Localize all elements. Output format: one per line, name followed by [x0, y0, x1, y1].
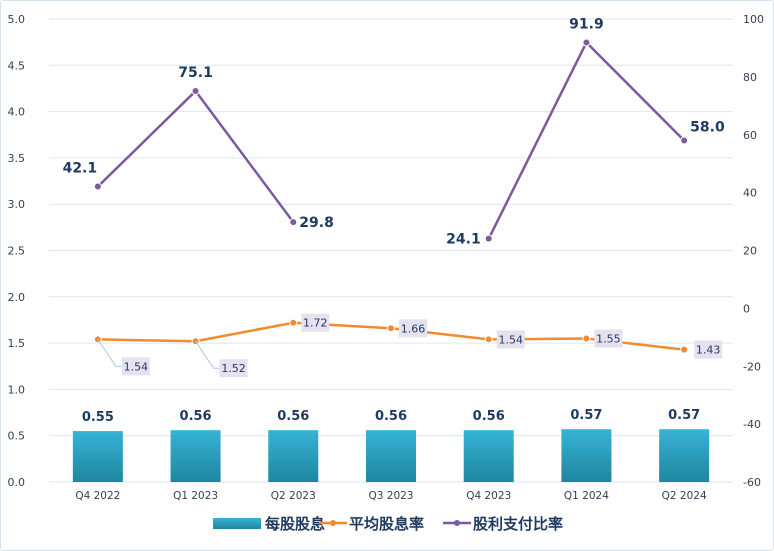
left-axis-tick: 2.5: [8, 245, 26, 258]
right-axis-tick: 100: [743, 13, 764, 26]
payout-ratio-label: 75.1: [178, 65, 213, 81]
bar: [561, 429, 612, 482]
x-axis-tick: Q4 2022: [75, 490, 120, 502]
payout-ratio-line: [487, 40, 686, 240]
bar: [268, 430, 319, 482]
left-axis-tick: 3.5: [8, 152, 26, 165]
avg-yield-label: 1.54: [124, 360, 149, 373]
label-leader-line: [97, 339, 122, 367]
bar: [463, 430, 514, 482]
left-axis-tick: 4.0: [8, 106, 26, 119]
bar: [366, 430, 416, 482]
legend-marker: [454, 520, 460, 526]
legend-label: 股利支付比率: [473, 515, 563, 533]
avg-yield-point: [387, 324, 395, 333]
avg-yield-label-box: [219, 359, 248, 378]
right-axis-tick: 40: [743, 187, 757, 200]
right-axis-tick: 0: [743, 302, 750, 315]
avg-yield-label: 1.52: [221, 362, 246, 375]
avg-yield-label-box: [496, 330, 525, 349]
right-axis-tick: 80: [743, 71, 757, 84]
left-axis-tick: 0.0: [8, 476, 26, 489]
right-axis-tick: 60: [743, 129, 757, 142]
payout-ratio-label: 42.1: [63, 161, 98, 177]
left-axis-tick: 2.0: [8, 291, 26, 304]
avg-yield-point: [582, 334, 591, 343]
avg-yield-label-box: [694, 340, 723, 359]
right-axis-tick: -40: [743, 418, 761, 431]
bar-label: 0.56: [180, 409, 212, 424]
right-axis-tick: -20: [743, 360, 761, 373]
avg-yield-point: [289, 318, 298, 327]
bar-label: 0.57: [668, 408, 700, 423]
avg-yield-point: [680, 345, 689, 354]
avg-yield-label-box: [121, 357, 150, 376]
avg-yield-label: 1.66: [401, 322, 426, 335]
x-axis-tick: Q4 2023: [466, 490, 511, 502]
avg-yield-label-box: [594, 329, 623, 348]
payout-ratio-point: [582, 38, 591, 47]
x-axis-tick: Q3 2023: [368, 490, 413, 502]
left-axis-tick: 0.5: [8, 430, 26, 443]
left-axis-tick: 5.0: [8, 13, 26, 26]
label-leader-line: [195, 340, 220, 369]
right-axis-tick: -60: [743, 476, 761, 489]
avg-yield-label-box: [399, 319, 427, 338]
avg-yield-label: 1.55: [596, 332, 621, 345]
avg-yield-label: 1.43: [696, 344, 721, 357]
legend-marker: [330, 520, 336, 526]
legend-label: 平均股息率: [349, 515, 424, 533]
bar: [72, 431, 123, 482]
legend-label: 每股股息: [265, 515, 325, 533]
payout-ratio-label: 58.0: [690, 120, 725, 136]
payout-ratio-point: [93, 182, 102, 191]
payout-ratio-point: [191, 87, 200, 96]
payout-ratio-label: 91.9: [569, 16, 604, 32]
legend-bar-swatch: [213, 518, 261, 529]
x-axis-tick: Q1 2023: [173, 490, 218, 502]
bar-label: 0.56: [277, 409, 309, 424]
bar: [170, 430, 221, 482]
left-axis-tick: 4.5: [8, 59, 26, 72]
right-axis-tick: 20: [743, 245, 757, 258]
x-axis-tick: Q2 2023: [271, 490, 316, 502]
bar-label: 0.57: [570, 408, 602, 423]
x-axis-tick: Q2 2024: [662, 490, 707, 502]
payout-ratio-label: 29.8: [299, 215, 334, 231]
left-axis-tick: 3.0: [8, 198, 26, 211]
bar: [659, 429, 710, 482]
left-axis-tick: 1.5: [8, 337, 26, 350]
avg-yield-point: [484, 335, 493, 344]
payout-ratio-point: [484, 234, 493, 243]
payout-ratio-point: [680, 136, 689, 145]
payout-ratio-point: [289, 218, 298, 227]
avg-yield-label: 1.72: [303, 317, 328, 330]
x-axis-tick: Q1 2024: [564, 490, 609, 502]
avg-yield-label: 1.54: [498, 333, 523, 346]
payout-ratio-label: 24.1: [446, 232, 481, 248]
bar-label: 0.55: [82, 410, 114, 425]
avg-yield-label-box: [301, 313, 330, 332]
left-axis-tick: 1.0: [8, 383, 26, 396]
bar-label: 0.56: [473, 409, 505, 424]
bar-label: 0.56: [375, 409, 407, 424]
payout-ratio-line: [96, 89, 295, 223]
